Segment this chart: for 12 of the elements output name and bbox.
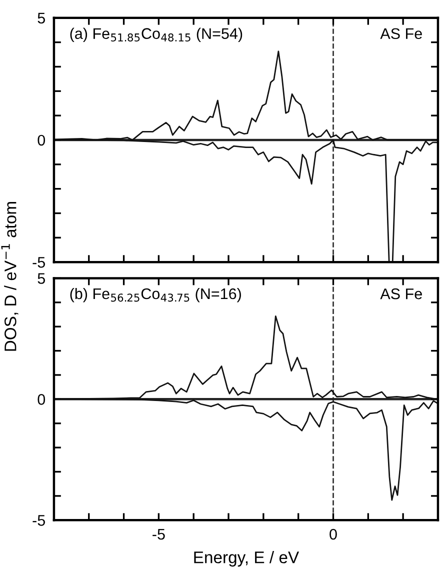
y-tick-label: 5 [38,273,45,284]
y-axis-title: DOS, D / eV$^{−1}$ atom [1,202,18,351]
annotation: (b) Fe$_{56.25}$Co$_{43.75}$ (N=16) [70,288,241,302]
y-tick-label: 0 [38,134,46,146]
y-tick-label: -5 [32,257,45,268]
y-tick-label: 0 [38,394,46,405]
annotation: AS Fe [380,288,422,300]
y-tick-label: -5 [32,515,45,526]
annotation: (a) Fe$_{51.85}$Co$_{48.15}$ (N=54) [70,28,242,42]
y-tick-label: 5 [38,12,45,24]
annotation: AS Fe [380,28,422,40]
x-axis-title: Energy, E / eV [194,551,300,567]
